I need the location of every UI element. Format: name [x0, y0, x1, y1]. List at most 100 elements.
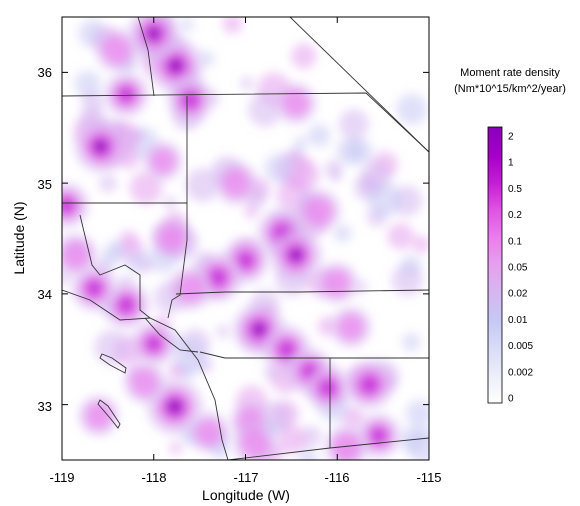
- hotspot-ring: [84, 401, 113, 430]
- legend-levels: 2 1 0.5 0.2 0.1 0.05 0.02 0.01 0.005 0.002 0: [508, 132, 533, 405]
- density-hotspot: [151, 217, 193, 260]
- legend-level-label: 2: [508, 132, 514, 143]
- hotspot-ring: [221, 168, 252, 198]
- density-hotspot: [356, 413, 401, 458]
- density-blob: [277, 425, 307, 455]
- density-blob: [222, 17, 243, 34]
- hotspot-ring: [253, 323, 266, 336]
- border-county-north: [137, 17, 155, 97]
- density-hotspot: [297, 189, 341, 233]
- legend-level-label: 0.01: [508, 315, 528, 326]
- density-blob: [387, 223, 414, 250]
- hotspot-ring: [194, 418, 223, 447]
- x-axis-title: Longitude (W): [202, 487, 290, 503]
- legend-title: Moment rate density: [460, 67, 560, 79]
- density-hotspot: [345, 360, 394, 409]
- density-hotspot: [169, 266, 212, 310]
- density-blob: [405, 399, 429, 428]
- density-hotspot: [78, 395, 119, 436]
- density-hotspot: [214, 161, 258, 205]
- hotspot-ring: [62, 195, 76, 215]
- density-blob: [396, 93, 428, 125]
- legend-level-label: 0.002: [508, 367, 533, 378]
- x-tick-label: -118: [141, 470, 166, 485]
- density-blob: [329, 168, 343, 182]
- density-blob: [129, 171, 163, 205]
- border-la-sb: [167, 203, 188, 319]
- island-santa-catalina: [99, 353, 127, 374]
- density-blob: [216, 324, 230, 339]
- density-blob: [338, 109, 369, 140]
- density-hotspot: [95, 28, 139, 72]
- density-hotspot: [330, 306, 372, 348]
- density-blob: [399, 255, 422, 278]
- density-blob: [354, 280, 368, 294]
- hotspot-ring: [175, 273, 206, 304]
- border-ca-nv: [289, 17, 429, 153]
- density-blob: [285, 158, 320, 192]
- density-hotspot: [188, 412, 229, 453]
- density-blob: [402, 333, 421, 352]
- density-hotspot: [305, 365, 351, 411]
- density-blob: [81, 91, 105, 115]
- legend-units: (Nm*10^15/km^2/year): [454, 83, 566, 95]
- density-blob: [298, 449, 319, 460]
- border-riverside-sb: [175, 289, 429, 295]
- legend-level-label: 0.05: [508, 263, 528, 274]
- hotspot-ring: [239, 428, 270, 459]
- density-blob: [264, 153, 294, 183]
- density-layer: [62, 17, 429, 460]
- hotspot-ring: [144, 334, 164, 354]
- hotspot-ring: [169, 59, 183, 73]
- y-axis-title: Latitude (N): [11, 201, 27, 274]
- x-tick-label: -119: [49, 470, 74, 485]
- x-tick-label: -117: [233, 470, 258, 485]
- y-tick-label: 35: [38, 177, 52, 192]
- density-hotspot: [233, 421, 277, 460]
- hotspot-ring: [235, 251, 256, 271]
- border-riverside-sd: [199, 351, 429, 359]
- hotspot-ring: [130, 368, 159, 397]
- density-hotspot: [275, 83, 317, 124]
- density-blob: [368, 182, 403, 217]
- hotspot-ring: [369, 426, 388, 445]
- density-blob: [333, 224, 352, 243]
- x-tick-label: -115: [416, 470, 441, 485]
- hotspot-ring: [94, 140, 107, 153]
- density-blob: [169, 441, 182, 455]
- hotspot-ring: [337, 313, 365, 342]
- legend-level-label: 0.005: [508, 341, 533, 352]
- density-blob: [291, 43, 317, 69]
- hotspot-ring: [359, 374, 380, 395]
- density-blob: [94, 329, 130, 366]
- hotspot-ring: [84, 278, 104, 298]
- density-hotspot: [104, 72, 149, 117]
- density-blob: [336, 137, 364, 165]
- legend-colorbar: [487, 126, 503, 404]
- density-hotspot: [62, 233, 98, 277]
- hotspot-ring: [282, 89, 310, 118]
- hotspot-ring: [318, 378, 338, 398]
- density-blob: [99, 174, 117, 193]
- density-blob: [179, 18, 194, 32]
- density-hotspot: [143, 141, 183, 181]
- hotspot-ring: [147, 27, 160, 40]
- x-tick-labels: -119 -118 -117 -116 -115: [49, 470, 441, 485]
- density-blob: [248, 93, 282, 127]
- density-hotspot: [167, 77, 214, 123]
- boundary-lines: [62, 17, 429, 460]
- tick-marks: [61, 17, 430, 460]
- density-blob: [167, 362, 185, 380]
- density-blob: [307, 124, 331, 147]
- density-hotspots: [62, 17, 401, 460]
- density-blob: [240, 76, 254, 91]
- hotspot-ring: [102, 35, 132, 66]
- legend-level-label: 0: [508, 394, 514, 405]
- hotspot-ring: [276, 339, 297, 360]
- density-hotspot: [317, 262, 358, 303]
- density-blob: [294, 136, 308, 150]
- density-hotspot: [74, 120, 127, 173]
- x-tick-label: -116: [324, 470, 349, 485]
- legend-level-label: 0.1: [508, 236, 522, 247]
